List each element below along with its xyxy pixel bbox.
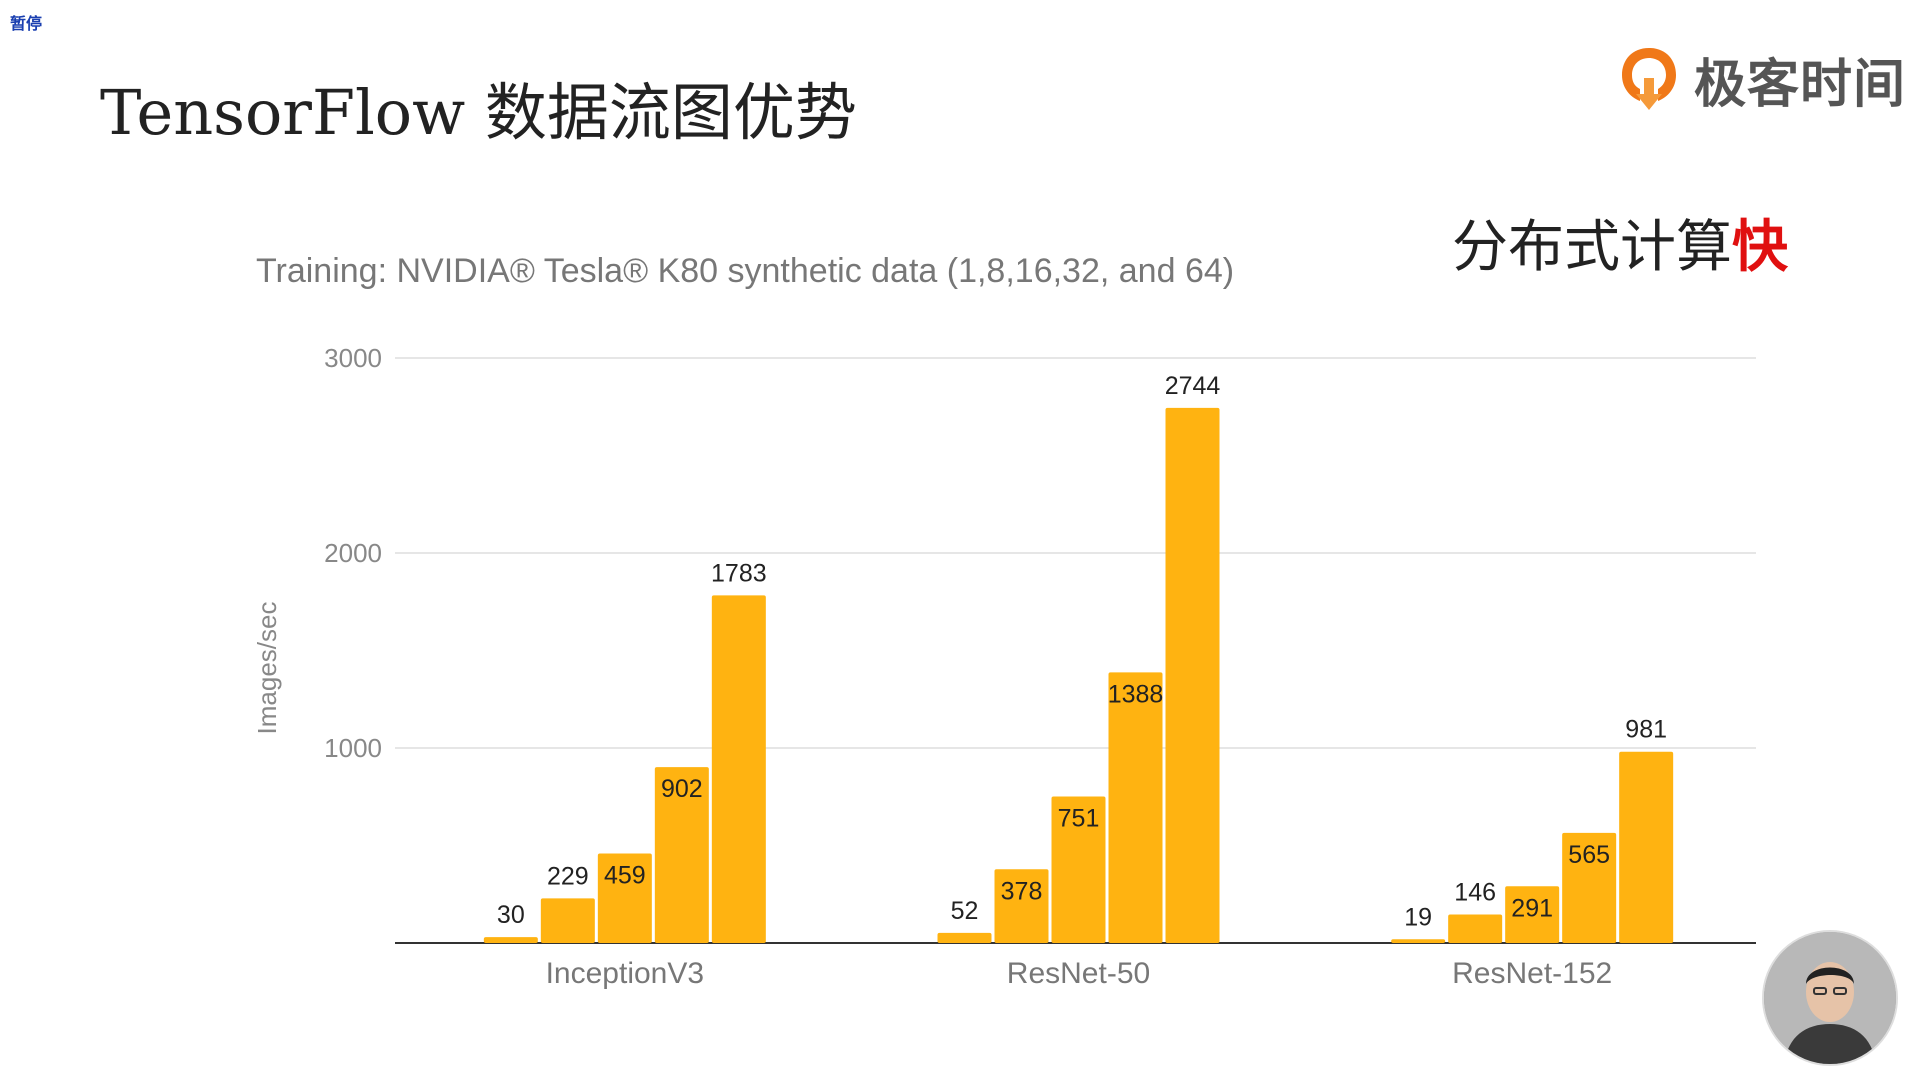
data-label: 52: [951, 897, 979, 925]
bar: [540, 898, 595, 943]
slogan-accent: 快: [1732, 215, 1788, 280]
bar: [483, 937, 538, 943]
brand-name: 极客时间: [1694, 54, 1907, 115]
chart-title: Training: NVIDIA® Tesla® K80 synthetic d…: [256, 252, 1235, 290]
bar-layer: [483, 407, 1674, 943]
bar: [1051, 796, 1106, 943]
person-icon: [1764, 932, 1896, 1064]
data-label: 1388: [1108, 680, 1164, 708]
x-category-label: ResNet-152: [1452, 957, 1612, 990]
y-tick-label: 1000: [324, 733, 382, 763]
y-tick-label: 2000: [324, 538, 382, 568]
bar: [1505, 886, 1560, 943]
bar: [1165, 407, 1220, 943]
grid-layer: 1000 2000 3000: [324, 343, 1756, 944]
bar: [654, 767, 709, 943]
data-label: 902: [661, 775, 703, 803]
slide-title: TensorFlow 数据流图优势: [100, 76, 857, 149]
data-label: 565: [1568, 841, 1610, 869]
data-label: 751: [1058, 805, 1100, 833]
bar: [1108, 672, 1163, 943]
label-layer: 30 229 459 902 1783 InceptionV3 52 378 751 1388 27…: [497, 372, 1667, 990]
y-tick-label: 3000: [324, 343, 382, 373]
bar: [994, 869, 1049, 943]
data-label: 30: [497, 901, 525, 929]
bar: [1562, 832, 1617, 943]
data-label: 2744: [1165, 372, 1221, 400]
brand: 极客时间: [1618, 44, 1907, 115]
bar: [597, 853, 652, 943]
bar: [1619, 751, 1674, 943]
data-label: 19: [1404, 903, 1432, 931]
presenter-avatar: [1762, 930, 1898, 1066]
bar: [1448, 914, 1503, 943]
data-label: 459: [604, 861, 646, 889]
data-label: 146: [1454, 879, 1496, 907]
data-label: 229: [547, 862, 589, 890]
bar: [937, 932, 992, 943]
pause-badge[interactable]: 暂停: [10, 14, 43, 33]
data-label: 981: [1625, 716, 1667, 744]
data-label: 378: [1001, 877, 1043, 905]
x-category-label: ResNet-50: [1007, 957, 1150, 990]
bar: [1391, 939, 1446, 943]
slogan: 分布式计算快: [1452, 202, 1788, 283]
bar: [711, 595, 766, 943]
geektime-logo-icon: [1622, 48, 1676, 110]
data-label: 291: [1511, 894, 1553, 922]
x-category-label: InceptionV3: [546, 957, 704, 990]
data-label: 1783: [711, 559, 767, 587]
y-axis-label: Images/sec: [252, 602, 282, 735]
slogan-prefix: 分布式计算: [1452, 215, 1732, 280]
